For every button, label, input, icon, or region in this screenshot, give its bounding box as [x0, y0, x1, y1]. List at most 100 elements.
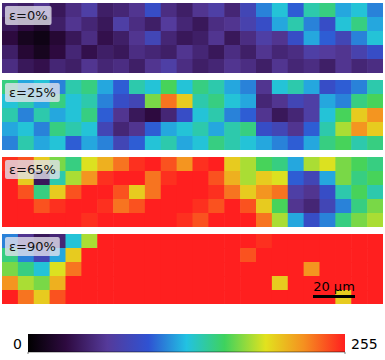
heatmap-cell [177, 45, 193, 60]
heatmap-cell [193, 199, 209, 214]
heatmap-cell [320, 45, 336, 60]
heatmap-cell [335, 108, 351, 123]
heatmap-cell [97, 276, 113, 291]
heatmap-cell [113, 122, 129, 137]
heatmap-cell [335, 3, 351, 18]
heatmap-cell [272, 290, 288, 304]
heatmap-cell [113, 199, 129, 214]
heatmap-cell [208, 45, 224, 60]
heatmap-cell [145, 199, 161, 214]
heatmap-cell [161, 59, 177, 73]
heatmap-cell [320, 234, 336, 249]
heatmap-cell [240, 45, 256, 60]
heatmap-cell [351, 199, 367, 214]
heatmap-cell [256, 199, 272, 214]
heatmap-cell [50, 136, 66, 150]
heatmap-cell [351, 94, 367, 109]
heatmap-cell [18, 262, 34, 277]
panel-label-box [5, 237, 60, 256]
heatmap-cell [351, 3, 367, 18]
heatmap-cell [129, 108, 145, 123]
heatmap-cell [81, 122, 97, 137]
heatmap-cell [81, 3, 97, 18]
heatmap-cell [320, 199, 336, 214]
heatmap-cell [240, 213, 256, 227]
heatmap-cell [113, 17, 129, 32]
heatmap-cell [145, 157, 161, 172]
panel-label-group: ε=0% [5, 6, 52, 25]
heatmap-cell [66, 262, 82, 277]
heatmap-cell [81, 234, 97, 249]
heatmap-cell [34, 59, 50, 73]
heatmap-cell [2, 45, 18, 60]
heatmap-cell [66, 213, 82, 227]
heatmap-cell [193, 157, 209, 172]
heatmap-cell [66, 94, 82, 109]
heatmap-cell [288, 262, 304, 277]
heatmap-cell [113, 262, 129, 277]
heatmap-cell [288, 59, 304, 73]
heatmap-cell [66, 80, 82, 95]
heatmap-cell [367, 17, 383, 32]
heatmap-cell [288, 171, 304, 186]
heatmap-cell [367, 45, 383, 60]
heatmap-cell [66, 45, 82, 60]
heatmap-cell [18, 31, 34, 46]
heatmap-cell [304, 59, 320, 73]
heatmap-cell [177, 276, 193, 291]
heatmap-cell [224, 59, 240, 73]
heatmap-cell [34, 276, 50, 291]
heatmap-cell [161, 31, 177, 46]
heatmap-cell [81, 290, 97, 304]
heatmap-cell [113, 248, 129, 263]
heatmap-cell [256, 276, 272, 291]
heatmap-cell [320, 262, 336, 277]
heatmap-cell [66, 31, 82, 46]
heatmap-cell [208, 290, 224, 304]
heatmap-cell [320, 157, 336, 172]
heatmap-cell [224, 3, 240, 18]
heatmap-cell [50, 17, 66, 32]
panel-label-group: ε=25% [5, 83, 60, 102]
heatmap-cell [335, 31, 351, 46]
heatmap-cell [335, 185, 351, 200]
heatmap-cell [320, 248, 336, 263]
heatmap-cell [145, 17, 161, 32]
heatmap-cell [161, 276, 177, 291]
heatmap-cell [129, 262, 145, 277]
heatmap-cell [145, 171, 161, 186]
heatmap-cell [66, 108, 82, 123]
heatmap-cell [129, 171, 145, 186]
heatmap-cell [335, 171, 351, 186]
heatmap-cell [208, 31, 224, 46]
heatmap-cell [367, 262, 383, 277]
heatmap-cell [193, 94, 209, 109]
heatmap-cell [66, 248, 82, 263]
heatmap-cell [97, 17, 113, 32]
heatmap-cell [320, 17, 336, 32]
heatmap-cell [367, 171, 383, 186]
heatmap-cell [97, 171, 113, 186]
heatmap-cell [208, 262, 224, 277]
heatmap-cell [272, 171, 288, 186]
heatmap-cell [161, 3, 177, 18]
heatmap-cell [193, 290, 209, 304]
heatmap-cell [81, 136, 97, 150]
heatmap-cell [193, 3, 209, 18]
heatmap-cell [240, 59, 256, 73]
heatmap-cell [335, 136, 351, 150]
heatmap-cell [335, 17, 351, 32]
heatmap-cell [224, 262, 240, 277]
heatmap-cell [81, 185, 97, 200]
heatmap-cell [351, 171, 367, 186]
heatmap-cell [161, 290, 177, 304]
heatmap-cell [288, 234, 304, 249]
heatmap-cell [50, 122, 66, 137]
heatmap-cell [320, 136, 336, 150]
heatmap-cell [256, 171, 272, 186]
heatmap-cell [66, 17, 82, 32]
heatmap-cell [81, 157, 97, 172]
heatmap-cell [351, 234, 367, 249]
heatmap-cell [81, 199, 97, 214]
heatmap-cell [240, 94, 256, 109]
